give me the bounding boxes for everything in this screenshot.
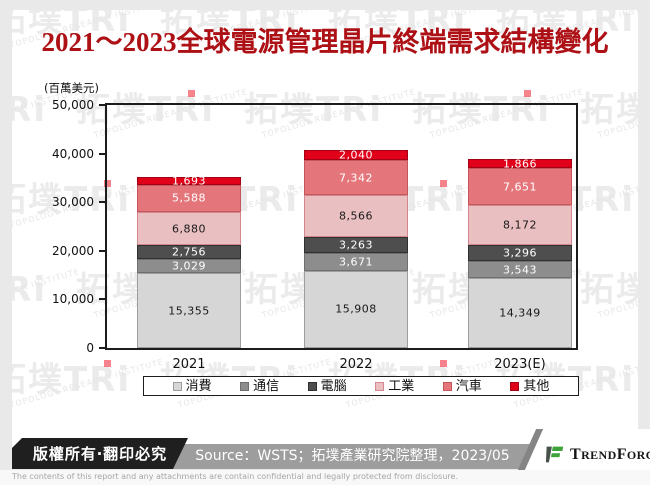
segment-value-label: 7,342 bbox=[339, 171, 373, 185]
legend-label: 工業 bbox=[388, 378, 415, 394]
segment-value-label: 2,040 bbox=[339, 148, 373, 162]
copyright-bar: 版權所有‧翻印必究 bbox=[12, 438, 188, 469]
legend-label: 其他 bbox=[523, 378, 550, 394]
segment-value-label: 3,263 bbox=[339, 238, 373, 252]
trendforce-logo-icon bbox=[545, 446, 564, 463]
legend-item-電腦: 電腦 bbox=[307, 378, 347, 394]
bar-segment-消費: 14,349 bbox=[468, 278, 572, 348]
segment-value-label: 15,908 bbox=[335, 302, 377, 316]
legend-item-消費: 消費 bbox=[172, 378, 212, 394]
segment-value-label: 2,756 bbox=[172, 245, 206, 259]
y-axis-tick-mark bbox=[99, 152, 106, 155]
disclaimer-text: The contents of this report and any atta… bbox=[12, 472, 458, 481]
y-axis-tick-mark bbox=[99, 298, 106, 301]
disclaimer-strip: The contents of this report and any atta… bbox=[0, 470, 650, 485]
copyright-text: 版權所有‧翻印必究 bbox=[32, 445, 168, 463]
bar-segment-消費: 15,908 bbox=[304, 270, 408, 348]
segment-value-label: 3,671 bbox=[339, 255, 373, 269]
segment-value-label: 6,880 bbox=[172, 222, 206, 236]
trendforce-logo-area bbox=[524, 429, 650, 470]
y-axis-tick-label: 10,000 bbox=[52, 292, 94, 307]
chart-legend: 消費 通信 電腦 工業 汽車 其他 bbox=[143, 376, 579, 396]
trendforce-logo: TRENDFORCE bbox=[544, 444, 650, 465]
y-axis-tick-label: 20,000 bbox=[52, 243, 94, 258]
segment-value-label: 5,588 bbox=[172, 191, 206, 205]
plot-area: 15,355 3,029 2,756 6,880 5,588 1,693 15,908 3,6… bbox=[105, 103, 578, 350]
legend-swatch-icon bbox=[510, 381, 520, 391]
watermark-red-square bbox=[188, 90, 195, 97]
bar-segment-消費: 15,355 bbox=[137, 273, 241, 348]
y-axis-tick-mark bbox=[99, 104, 106, 106]
segment-value-label: 8,172 bbox=[503, 218, 537, 232]
segment-value-label: 14,349 bbox=[499, 306, 541, 320]
bar-segment-汽車: 5,588 bbox=[137, 184, 241, 212]
y-axis-tick-label: 0 bbox=[86, 341, 94, 355]
bar-segment-其他: 2,040 bbox=[304, 148, 408, 162]
legend-swatch-icon bbox=[172, 381, 182, 391]
bar-segment-通信: 3,543 bbox=[468, 261, 572, 279]
legend-item-其他: 其他 bbox=[510, 380, 549, 393]
segment-value-label: 8,566 bbox=[339, 209, 373, 223]
bar-segment-通信: 3,671 bbox=[304, 252, 408, 271]
y-axis-tick-mark bbox=[99, 249, 106, 252]
bar-segment-電腦: 3,296 bbox=[468, 245, 572, 261]
watermark-red-square bbox=[440, 360, 447, 367]
bar-segment-電腦: 2,756 bbox=[137, 245, 241, 259]
bar-segment-工業: 8,172 bbox=[468, 205, 572, 245]
bar-segment-通信: 3,029 bbox=[137, 258, 241, 274]
bar-segment-汽車: 7,651 bbox=[468, 168, 572, 206]
y-axis-tick-mark bbox=[99, 347, 106, 349]
legend-item-工業: 工業 bbox=[375, 380, 414, 393]
segment-value-label: 3,029 bbox=[172, 259, 206, 273]
chart-title: 2021～2023全球電源管理晶片終端需求結構變化 bbox=[41, 27, 609, 57]
legend-swatch-icon bbox=[307, 381, 317, 391]
legend-swatch-icon bbox=[240, 381, 250, 391]
watermark-red-square bbox=[524, 90, 531, 97]
source-text: Source：WSTS；拓墣產業研究院整理，2023/05 bbox=[195, 448, 510, 464]
legend-label: 汽車 bbox=[455, 378, 482, 394]
x-axis-label-2021: 2021 bbox=[172, 357, 206, 372]
bar-segment-其他: 1,693 bbox=[137, 174, 241, 188]
bar-segment-其他: 1,866 bbox=[468, 157, 572, 171]
trendforce-wordmark: TRENDFORCE bbox=[570, 445, 650, 463]
x-axis-label-2022: 2022 bbox=[339, 357, 373, 372]
legend-label: 消費 bbox=[185, 378, 212, 394]
watermark-red-square bbox=[104, 360, 111, 367]
legend-swatch-icon bbox=[375, 381, 385, 391]
bar-segment-電腦: 3,263 bbox=[304, 236, 408, 253]
legend-label: 電腦 bbox=[320, 378, 347, 394]
bar-segment-汽車: 7,342 bbox=[304, 159, 408, 196]
y-axis-tick-mark bbox=[99, 201, 106, 204]
segment-value-label: 3,543 bbox=[503, 263, 537, 277]
y-axis-tick-label: 50,000 bbox=[52, 98, 94, 112]
legend-swatch-icon bbox=[442, 381, 452, 391]
legend-item-汽車: 汽車 bbox=[442, 378, 482, 394]
bar-segment-工業: 8,566 bbox=[304, 195, 408, 237]
y-axis-tick-label: 40,000 bbox=[52, 146, 94, 161]
legend-label: 通信 bbox=[253, 378, 280, 394]
segment-value-label: 1,866 bbox=[503, 157, 537, 171]
bar-segment-工業: 6,880 bbox=[137, 211, 241, 246]
segment-value-label: 1,693 bbox=[172, 174, 206, 188]
segment-value-label: 7,651 bbox=[503, 180, 537, 194]
y-axis-unit-label: (百萬美元) bbox=[44, 81, 99, 95]
x-axis-label-2023(E): 2023(E) bbox=[494, 357, 546, 372]
y-axis-tick-label: 30,000 bbox=[52, 195, 94, 210]
segment-value-label: 3,296 bbox=[503, 246, 537, 260]
legend-item-通信: 通信 bbox=[240, 380, 279, 393]
segment-value-label: 15,355 bbox=[168, 304, 210, 318]
